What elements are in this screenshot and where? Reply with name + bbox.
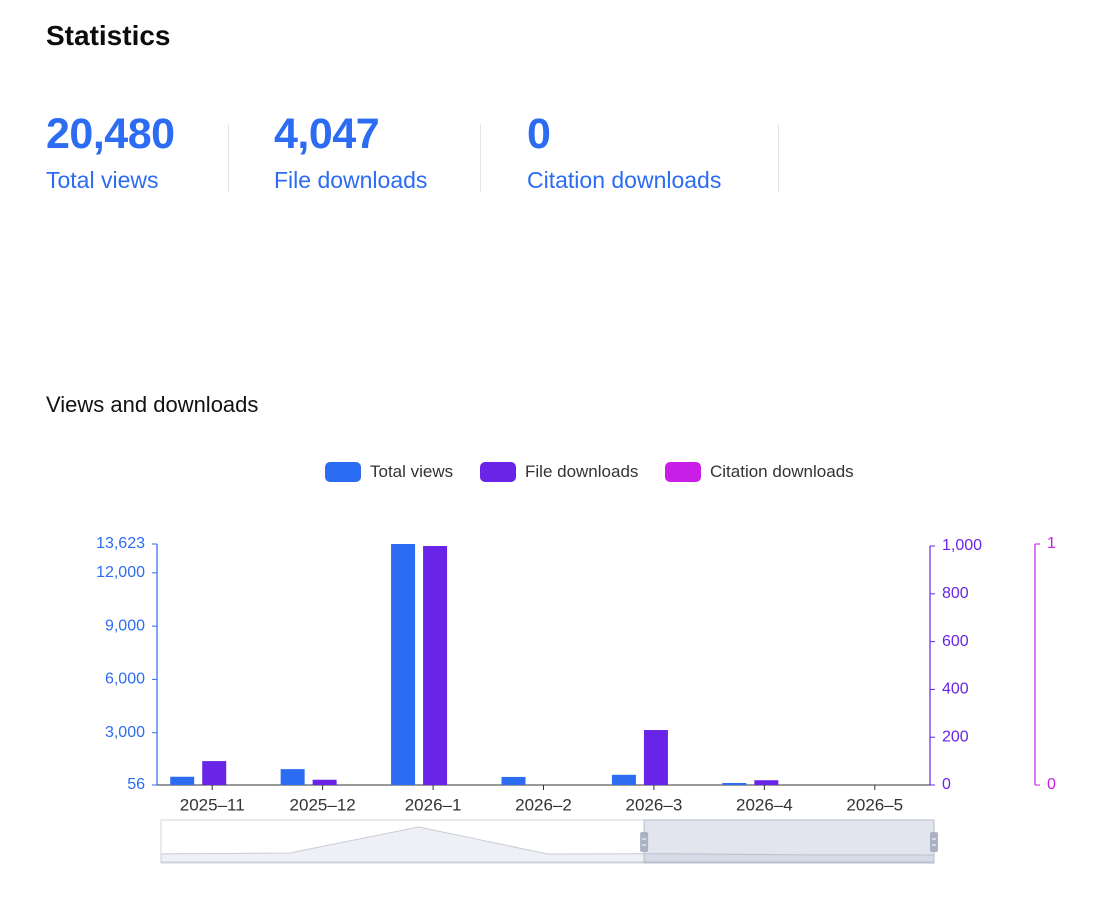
bar-file-downloads[interactable] <box>202 761 227 785</box>
bar-file-downloads[interactable] <box>423 546 448 785</box>
legend-label: Total views <box>370 462 454 481</box>
bar-total-views[interactable] <box>391 544 416 785</box>
legend-item-total-views[interactable]: Total views <box>325 460 453 484</box>
legend-label: Citation downloads <box>710 462 854 481</box>
bar-total-views[interactable] <box>280 769 305 785</box>
y-left-tick-label: 56 <box>127 776 145 793</box>
data-zoom-end-handle[interactable] <box>930 832 938 852</box>
y-right2-tick-label: 0 <box>1047 776 1056 793</box>
x-tick-label: 2026–4 <box>736 795 793 814</box>
stat-file-downloads: 4,047 File downloads <box>274 110 427 194</box>
stat-divider <box>778 124 779 192</box>
chart-section-title: Views and downloads <box>46 392 259 417</box>
bar-total-views[interactable] <box>611 774 636 785</box>
data-zoom-selection[interactable] <box>643 819 935 864</box>
chart-legend: Total views File downloads Citation down… <box>0 460 1100 484</box>
stat-citation-downloads: 0 Citation downloads <box>527 110 721 194</box>
stat-divider <box>480 124 481 192</box>
bar-file-downloads[interactable] <box>754 780 779 785</box>
legend-swatch <box>325 462 361 482</box>
stat-value: 20,480 <box>46 110 175 158</box>
legend-item-citation-downloads[interactable]: Citation downloads <box>665 460 854 484</box>
y-right-tick-label: 1,000 <box>942 537 982 554</box>
y-left-tick-label: 9,000 <box>105 617 145 634</box>
y-right-tick-label: 200 <box>942 728 969 745</box>
y-right2-tick-label: 1 <box>1047 535 1056 552</box>
stat-value: 4,047 <box>274 110 380 158</box>
stat-total-views: 20,480 Total views <box>46 110 175 194</box>
legend-label: File downloads <box>525 462 639 481</box>
bar-total-views[interactable] <box>722 783 747 785</box>
x-tick-label: 2025–11 <box>180 795 245 814</box>
legend-swatch <box>480 462 516 482</box>
y-left-tick-label: 13,623 <box>96 535 145 552</box>
y-right-tick-label: 800 <box>942 585 969 602</box>
bar-file-downloads[interactable] <box>312 779 337 785</box>
y-left-tick-label: 12,000 <box>96 564 145 581</box>
page-title: Statistics <box>46 20 171 51</box>
bar-file-downloads[interactable] <box>643 730 668 785</box>
x-tick-label: 2025–12 <box>290 795 356 814</box>
stat-label: Citation downloads <box>527 167 722 193</box>
stat-label: File downloads <box>274 167 428 193</box>
y-left-tick-label: 6,000 <box>105 671 145 688</box>
y-right-tick-label: 400 <box>942 681 969 698</box>
stat-divider <box>228 124 229 192</box>
legend-item-file-downloads[interactable]: File downloads <box>480 460 638 484</box>
bar-total-views[interactable] <box>170 776 195 785</box>
y-right-tick-label: 0 <box>942 776 951 793</box>
y-left-tick-label: 3,000 <box>105 724 145 741</box>
x-tick-label: 2026–2 <box>515 795 572 814</box>
y-right-tick-label: 600 <box>942 633 969 650</box>
stat-value: 0 <box>527 110 551 158</box>
bar-total-views[interactable] <box>501 776 526 785</box>
x-tick-label: 2026–1 <box>405 795 462 814</box>
x-tick-label: 2026–3 <box>626 795 683 814</box>
data-zoom-start-handle[interactable] <box>640 832 649 852</box>
legend-swatch <box>665 462 701 482</box>
stat-label: Total views <box>46 167 159 193</box>
x-tick-label: 2026–5 <box>846 795 903 814</box>
